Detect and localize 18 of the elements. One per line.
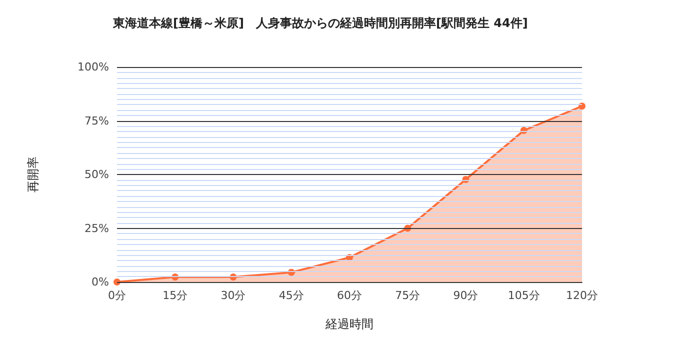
x-axis-title: 経過時間	[324, 317, 374, 331]
y-tick-label: 75%	[84, 114, 109, 128]
y-tick-label: 100%	[78, 60, 109, 74]
x-tick-label: 105分	[508, 289, 540, 302]
x-tick-label: 15分	[162, 289, 188, 302]
x-tick-label: 30分	[220, 289, 246, 302]
x-tick-label: 45分	[278, 289, 304, 302]
y-tick-label: 50%	[84, 168, 109, 181]
x-tick-label: 75分	[395, 289, 420, 302]
x-tick-label: 60分	[337, 289, 362, 302]
x-tick-label: 90分	[453, 289, 478, 302]
x-tick-label: 0分	[108, 289, 126, 302]
y-axis-title: 再開率	[26, 156, 40, 192]
chart-title: 東海道本線[豊橋～米原] 人身事故からの経過時間別再開率[駅間発生 44件]	[112, 16, 528, 30]
x-tick-label: 120分	[566, 289, 598, 302]
y-tick-label: 0%	[92, 276, 109, 288]
y-tick-label: 25%	[84, 222, 109, 235]
point	[578, 102, 586, 110]
